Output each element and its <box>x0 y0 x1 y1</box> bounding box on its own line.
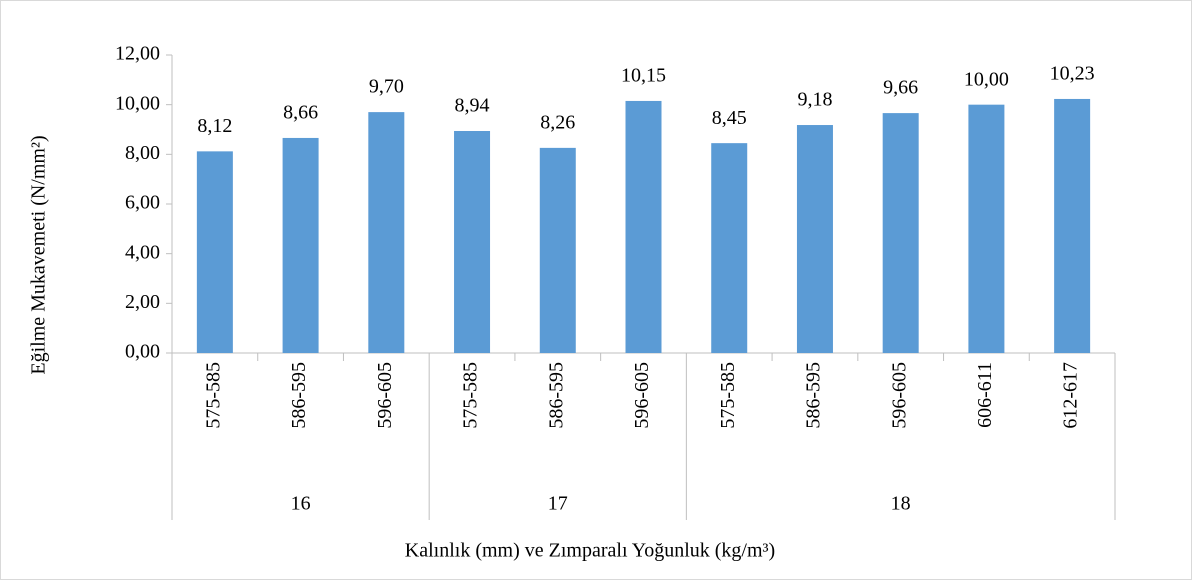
bar <box>539 147 576 353</box>
data-label: 8,26 <box>540 111 575 133</box>
bar <box>968 104 1005 354</box>
data-label: 8,94 <box>455 95 490 117</box>
bar <box>625 100 662 353</box>
bar <box>454 130 491 353</box>
data-label: 10,23 <box>1050 63 1095 85</box>
y-tick-label: 0,00 <box>125 341 160 363</box>
data-label: 8,45 <box>712 107 747 129</box>
bar <box>368 112 405 353</box>
x-tick-label: 586-595 <box>288 362 310 429</box>
x-tick-label: 575-585 <box>717 362 739 429</box>
y-tick-label: 12,00 <box>115 43 160 65</box>
group-label: 16 <box>291 493 311 515</box>
bar <box>711 143 748 353</box>
bar <box>882 113 919 353</box>
y-tick-label: 8,00 <box>125 142 160 164</box>
x-tick-label: 612-617 <box>1060 362 1082 429</box>
y-tick-label: 10,00 <box>115 92 160 114</box>
x-axis-title: Kalınlık (mm) ve Zımparalı Yoğunluk (kg/… <box>405 540 775 562</box>
x-tick-label: 596-605 <box>631 362 653 429</box>
y-axis-title: Eğilme Mukavemeti (N/mm²) <box>28 135 50 374</box>
x-tick-label: 586-595 <box>803 362 825 429</box>
group-label: 17 <box>548 493 568 515</box>
bar <box>796 125 833 353</box>
data-label: 8,66 <box>283 102 318 124</box>
data-label: 9,70 <box>369 76 404 98</box>
x-tick-label: 575-585 <box>460 362 482 429</box>
data-label: 9,18 <box>797 89 832 111</box>
y-tick-label: 6,00 <box>125 192 160 214</box>
data-label: 10,00 <box>964 68 1009 90</box>
data-label: 10,15 <box>621 65 666 87</box>
data-label: 9,66 <box>883 77 918 99</box>
bar <box>1054 98 1091 353</box>
bar <box>282 137 319 353</box>
x-tick-label: 586-595 <box>545 362 567 429</box>
data-label: 8,12 <box>197 115 232 137</box>
x-tick-label: 596-605 <box>374 362 396 429</box>
bar <box>196 151 233 353</box>
x-tick-label: 606-611 <box>974 362 996 428</box>
x-tick-label: 575-585 <box>202 362 224 429</box>
x-tick-label: 596-605 <box>888 362 910 429</box>
y-tick-label: 2,00 <box>125 291 160 313</box>
group-label: 18 <box>891 493 911 515</box>
y-tick-label: 4,00 <box>125 241 160 263</box>
